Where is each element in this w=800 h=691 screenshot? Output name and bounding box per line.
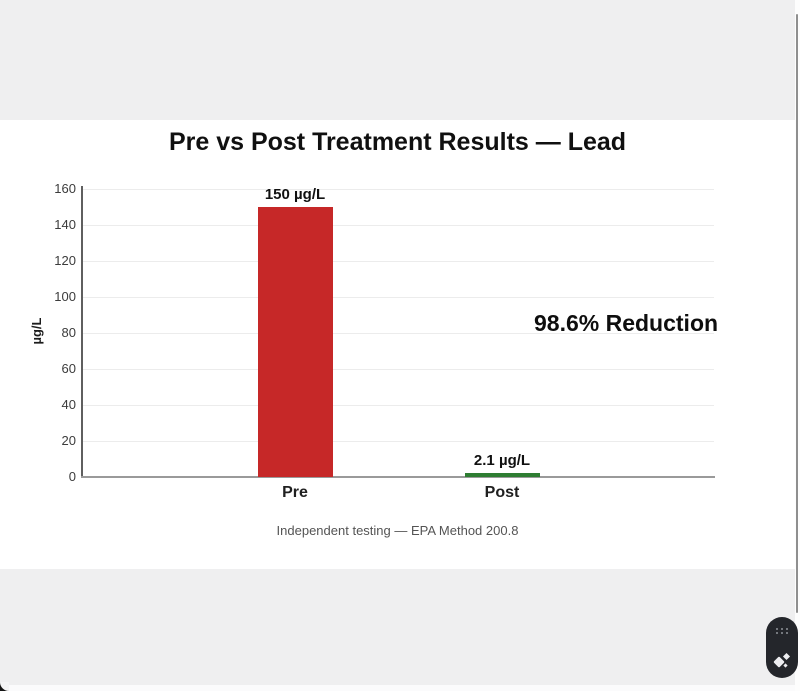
y-axis-tick-label: 80 (61, 325, 76, 340)
reduction-annotation: 98.6% Reduction (534, 310, 719, 336)
y-axis-line (81, 186, 83, 478)
bottom-gray-band (0, 569, 795, 685)
ai-sparkle-icon[interactable] (773, 652, 791, 669)
y-axis-title: µg/L (29, 317, 44, 345)
bar-post (464, 473, 540, 477)
bar-value-label: 2.1 µg/L (473, 452, 531, 469)
y-axis-tick-label: 0 (68, 469, 76, 484)
gridline (83, 368, 714, 370)
gridline (83, 260, 714, 262)
y-axis-tick-label: 60 (61, 361, 76, 376)
gridline (83, 296, 714, 298)
y-axis-tick-label: 160 (54, 181, 76, 196)
y-axis-tick-label: 20 (61, 433, 76, 448)
window-rounded-corner (0, 682, 9, 691)
gridline (83, 188, 714, 190)
x-axis-category-label: Post (484, 484, 520, 501)
gridline (83, 332, 714, 334)
gridline (83, 404, 714, 406)
x-axis-line (81, 476, 715, 478)
y-axis-tick-label: 120 (54, 253, 76, 268)
floating-assistant-widget (766, 617, 798, 678)
y-axis-tick-label: 140 (54, 217, 76, 232)
x-axis-category-label: Pre (282, 484, 308, 501)
bar-value-label: 150 µg/L (264, 186, 326, 203)
y-axis-tick-label: 100 (54, 289, 76, 304)
chart-title: Pre vs Post Treatment Results — Lead (168, 128, 627, 156)
bottom-edge-strip (0, 685, 800, 691)
vertical-scrollbar-track[interactable] (795, 0, 800, 691)
top-gray-band (0, 0, 795, 120)
scrollbar-thumb[interactable] (796, 14, 798, 613)
y-axis-tick-label: 40 (61, 397, 76, 412)
bar-pre (257, 207, 333, 477)
drag-handle-icon[interactable] (776, 628, 788, 634)
gridline (83, 440, 714, 442)
gridline (83, 224, 714, 226)
chart-caption: Independent testing — EPA Method 200.8 (276, 523, 519, 538)
